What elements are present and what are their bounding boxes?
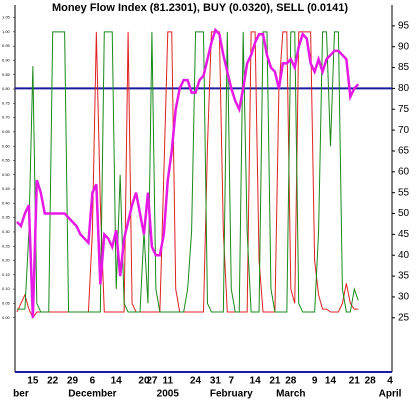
x-tick-label: 27	[146, 376, 158, 387]
x-tick-label: 24	[190, 376, 202, 387]
x-tick-label: 4	[387, 376, 393, 387]
x-tick-label: 21	[349, 376, 361, 387]
x-tick-label: 29	[67, 376, 79, 387]
y2-tick-label: 65	[398, 146, 410, 157]
x-group-label: ber	[13, 389, 29, 400]
y2-tick-label: 55	[398, 187, 410, 198]
y-tick-label: 1.05	[2, 15, 11, 20]
y2-tick-label: 70	[398, 125, 410, 136]
y-tick-label: 0.40	[2, 200, 11, 205]
x-tick-label: 21	[269, 376, 281, 387]
y2-tick-label: 50	[398, 208, 410, 219]
x-group-label: December	[68, 389, 116, 400]
y-tick-label: 0.45	[2, 186, 11, 191]
y-tick-label: 0.90	[2, 58, 11, 63]
y-tick-label: 0.85	[2, 72, 11, 77]
x-tick-label: 14	[111, 376, 123, 387]
y-tick-label: 0.70	[2, 115, 11, 120]
x-tick-label: 11	[162, 376, 173, 387]
x-tick-label: 22	[47, 376, 59, 387]
y2-tick-label: 95	[398, 20, 410, 31]
x-tick-label: 31	[210, 376, 222, 387]
y-tick-label: 0.25	[2, 243, 11, 248]
y-tick-label: 0.20	[2, 258, 11, 263]
series-line	[16, 27, 360, 318]
y-tick-label: 0.35	[2, 215, 11, 220]
y-tick-label: 0.10	[2, 286, 11, 291]
y-tick-label: 0.50	[2, 172, 11, 177]
y-tick-label: 0.65	[2, 129, 11, 134]
y2-tick-label: 25	[398, 312, 410, 323]
x-tick-label: 28	[365, 376, 377, 387]
x-tick-label: 6	[90, 376, 96, 387]
y2-tick-label: 35	[398, 271, 410, 282]
chart-title: Money Flow Index (81.2301), BUY (0.0320)…	[52, 2, 348, 14]
y-tick-label: 0.75	[2, 100, 11, 105]
x-group-label: February	[210, 389, 253, 400]
y-tick-label: 0.95	[2, 43, 11, 48]
x-group-label: April	[379, 389, 402, 400]
y-tick-label: 0.05	[2, 300, 11, 305]
y-tick-label: 0.80	[2, 86, 11, 91]
y-tick-label: 0.00	[2, 315, 11, 320]
y-tick-label: 0.15	[2, 272, 11, 277]
x-tick-label: 14	[250, 376, 262, 387]
y2-tick-label: 80	[398, 83, 410, 94]
x-tick-label: 20	[138, 376, 150, 387]
y2-tick-label: 75	[398, 104, 410, 115]
x-tick-label: 9	[312, 376, 318, 387]
y2-tick-label: 30	[398, 292, 410, 303]
y2-tick-label: 45	[398, 229, 410, 240]
x-group-label: 2005	[157, 389, 180, 400]
x-tick-label: 14	[325, 376, 337, 387]
x-group-label: March	[276, 389, 305, 400]
y-tick-label: 0.30	[2, 229, 11, 234]
y-tick-label: 0.60	[2, 143, 11, 148]
x-tick-label: 15	[27, 376, 39, 387]
x-tick-label: 28	[285, 376, 297, 387]
y2-tick-label: 90	[398, 41, 410, 52]
y2-tick-label: 85	[398, 62, 410, 73]
series-line	[16, 31, 359, 313]
x-tick-label: 7	[228, 376, 234, 387]
y-tick-label: 1.00	[2, 29, 11, 34]
y2-tick-label: 60	[398, 166, 410, 177]
y-tick-label: 0.55	[2, 158, 11, 163]
y2-tick-label: 40	[398, 250, 410, 261]
